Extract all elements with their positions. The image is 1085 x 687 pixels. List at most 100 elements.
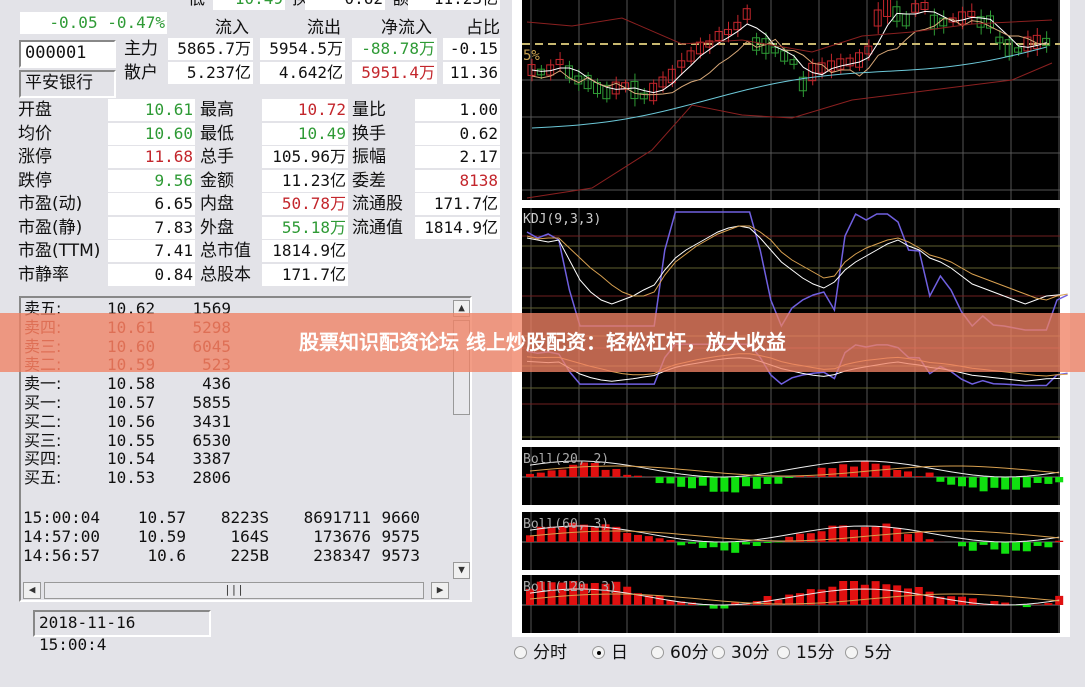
radio-icon[interactable] — [712, 646, 725, 659]
tick-time: 14:57:00 — [23, 527, 101, 546]
candle — [733, 21, 742, 31]
indicator-bar — [958, 477, 966, 487]
indicator-bar — [1012, 477, 1020, 490]
quote-value: 55.18万 — [262, 216, 348, 239]
indicator-bar — [623, 474, 632, 477]
indicator-bar — [590, 463, 599, 477]
radio-icon[interactable] — [845, 646, 858, 659]
quote-value: 8138 — [415, 169, 500, 192]
indicator-bar — [731, 477, 740, 493]
candle — [836, 58, 845, 70]
quote-label: 换手 — [352, 123, 386, 144]
boll20-chart-label: Boll(20, 2) — [523, 452, 609, 467]
flow-inflow-value: 5865.7万 — [168, 38, 253, 60]
indicator-bar — [806, 476, 815, 477]
order-price: 10.57 — [107, 393, 156, 412]
quote-value: 11.23亿 — [262, 169, 348, 192]
quote-value: 7.83 — [108, 216, 195, 239]
quote-label: 外盘 — [200, 217, 234, 238]
flow-header-ratio: 占比 — [466, 18, 500, 38]
indicator-bar — [1044, 477, 1053, 484]
candle — [686, 50, 695, 62]
indicator-bar — [990, 477, 999, 488]
quote-label: 总市值 — [200, 241, 251, 261]
quote-label: 跌停 — [18, 170, 52, 191]
scroll-down-button[interactable]: ▼ — [453, 562, 470, 579]
tick-seq: 9573 — [381, 546, 420, 565]
candle — [667, 68, 676, 84]
candle — [948, 17, 957, 23]
candle — [695, 41, 704, 55]
indicator-bar — [893, 585, 902, 605]
indicator-bar — [742, 542, 750, 545]
period-radio-4[interactable]: 15分 — [777, 642, 835, 664]
indicator-bar — [698, 477, 707, 486]
candle — [770, 46, 779, 54]
candle — [789, 59, 798, 65]
indicator-bar — [968, 477, 977, 488]
order-level-label: 买三: — [24, 430, 62, 450]
indicator-bar — [882, 523, 891, 542]
order-price: 10.54 — [107, 449, 156, 469]
tick-vol: 225B — [230, 546, 269, 565]
period-radio-1[interactable]: 日 — [592, 642, 628, 664]
period-label: 5分 — [864, 643, 892, 663]
candle — [677, 60, 686, 68]
indicator-bar — [1044, 542, 1053, 548]
candle — [583, 74, 592, 90]
flow-row-label: 主力 — [124, 39, 158, 59]
indicator-bar — [1033, 477, 1042, 483]
indicator-bar — [547, 582, 556, 605]
flow-outflow-value: 5954.5万 — [260, 38, 345, 60]
quote-label: 委差 — [352, 170, 386, 191]
boll-line — [529, 588, 1060, 606]
period-radio-5[interactable]: 5分 — [845, 642, 892, 664]
indicator-bar — [655, 595, 664, 605]
stock-code-input[interactable]: 000001 — [19, 40, 116, 68]
boll120-chart-label: Boll(120, 3) — [523, 580, 617, 595]
period-radio-3[interactable]: 30分 — [712, 642, 770, 664]
flow-row-label: 散户 — [124, 63, 158, 83]
order-price: 10.55 — [107, 430, 156, 450]
ma20-line — [531, 46, 1047, 129]
candle — [976, 16, 985, 28]
radio-icon[interactable] — [651, 646, 664, 659]
candle — [742, 8, 751, 20]
candle — [817, 62, 826, 74]
ma10-line — [531, 18, 1047, 96]
indicator-bar — [785, 536, 794, 542]
order-volume: 3387 — [192, 449, 231, 469]
indicator-bar — [979, 604, 988, 605]
indicator-bar — [774, 599, 783, 605]
amount-value: 11.23亿 — [408, 0, 500, 10]
scroll-left-button[interactable]: ◀ — [23, 582, 41, 599]
indicator-bar — [655, 477, 664, 484]
candle — [574, 75, 583, 85]
indicator-bar — [785, 594, 794, 605]
indicator-bar — [601, 524, 610, 542]
order-level-label: 买一: — [24, 393, 62, 412]
quote-label: 市盈(静) — [18, 217, 83, 238]
d2-line — [526, 357, 1068, 382]
indicator-bar — [580, 462, 588, 477]
indicator-bar — [1001, 542, 1010, 554]
period-radio-0[interactable]: 分时 — [514, 642, 567, 664]
radio-icon[interactable] — [592, 646, 605, 659]
indicator-bar — [817, 589, 826, 605]
candle — [845, 57, 854, 67]
indicator-bar — [914, 476, 923, 477]
radio-icon[interactable] — [514, 646, 527, 659]
indicator-bar — [990, 542, 999, 550]
indicator-bar — [655, 538, 664, 542]
indicator-bar — [817, 531, 826, 542]
horizontal-scrollbar-thumb[interactable]: ||| — [44, 582, 424, 599]
indicator-bar — [666, 539, 675, 542]
indicator-bar — [936, 596, 945, 605]
order-volume: 436 — [202, 374, 231, 394]
period-label: 60分 — [670, 643, 709, 663]
radio-icon[interactable] — [777, 646, 790, 659]
promo-banner: 股票知识配资论坛 线上炒股配资：轻松杠杆，放大收益 — [0, 313, 1085, 372]
period-radio-2[interactable]: 60分 — [651, 642, 709, 664]
indicator-bar — [634, 475, 642, 477]
scroll-right-button[interactable]: ▶ — [431, 582, 449, 599]
